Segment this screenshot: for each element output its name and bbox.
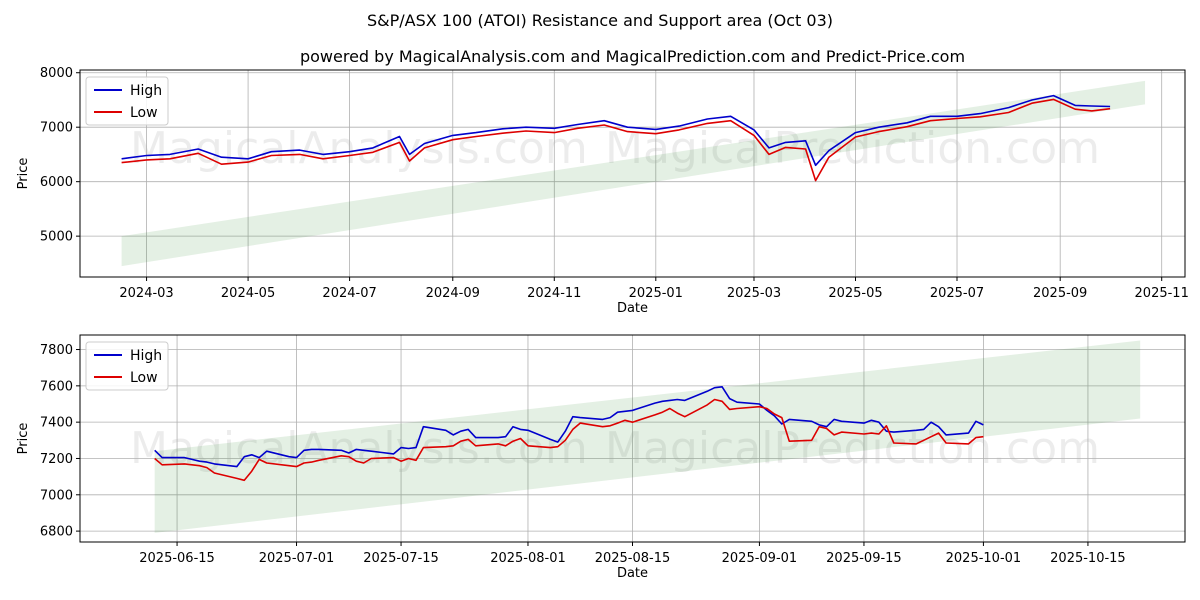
chart-panel-1: powered by MagicalAnalysis.com and Magic…	[16, 47, 1189, 316]
watermark-2: MagicalPrediction.com	[605, 423, 1100, 474]
y-axis-label: Price	[16, 158, 31, 190]
x-axis-label: Date	[617, 566, 648, 581]
series-line-high	[154, 385, 984, 468]
legend-label-high: High	[130, 348, 162, 364]
y-tick-label: 6000	[40, 175, 73, 190]
y-tick-label: 7000	[40, 488, 73, 503]
x-tick-label: 2025-11	[1135, 286, 1189, 301]
x-tick-label: 2025-07-15	[363, 551, 439, 566]
x-tick-label: 2025-08-15	[595, 551, 671, 566]
x-tick-label: 2024-03	[119, 286, 173, 301]
y-tick-label: 7800	[40, 343, 73, 358]
y-tick-label: 7600	[40, 379, 73, 394]
watermark-1: MagicalAnalysis.com	[130, 423, 588, 474]
x-tick-label: 2024-05	[221, 286, 275, 301]
x-axis-label: Date	[617, 301, 648, 316]
chart-title: S&P/ASX 100 (ATOI) Resistance and Suppor…	[367, 11, 833, 30]
x-tick-label: 2025-07-01	[259, 551, 335, 566]
x-tick-label: 2025-07	[930, 286, 984, 301]
x-tick-label: 2024-09	[426, 286, 480, 301]
x-tick-label: 2025-03	[727, 286, 781, 301]
x-tick-label: 2025-10-15	[1050, 551, 1126, 566]
chart-subtitle: powered by MagicalAnalysis.com and Magic…	[300, 47, 965, 66]
watermark-2: MagicalPrediction.com	[605, 123, 1100, 174]
series-line-low	[154, 398, 984, 482]
legend-label-low: Low	[130, 105, 158, 121]
chart-panel-2: MagicalAnalysis.com MagicalPrediction.com…	[16, 334, 1186, 581]
plot-frame	[79, 69, 1186, 278]
x-tick-label: 2025-06-15	[139, 551, 215, 566]
y-tick-label: 5000	[40, 230, 73, 245]
support-resistance-band	[154, 340, 1141, 533]
x-tick-label: 2025-09-01	[722, 551, 798, 566]
x-tick-label: 2025-08-01	[490, 551, 566, 566]
y-tick-label: 6800	[40, 525, 73, 540]
support-resistance-band	[121, 80, 1146, 267]
x-tick-label: 2025-09	[1033, 286, 1087, 301]
x-tick-label: 2024-07	[322, 286, 376, 301]
y-tick-label: 8000	[40, 66, 73, 81]
y-tick-label: 7200	[40, 452, 73, 467]
x-tick-label: 2025-09-15	[826, 551, 902, 566]
y-axis-label: Price	[16, 423, 31, 455]
series-line-low	[121, 98, 1111, 182]
x-tick-label: 2025-05	[828, 286, 882, 301]
watermark-1: MagicalAnalysis.com	[130, 123, 588, 174]
x-tick-label: 2024-11	[527, 286, 581, 301]
x-tick-label: 2025-01	[629, 286, 683, 301]
series-line-high	[121, 94, 1111, 167]
y-tick-label: 7000	[40, 121, 73, 136]
legend-label-low: Low	[130, 370, 158, 386]
y-tick-label: 7400	[40, 416, 73, 431]
x-tick-label: 2025-10-01	[946, 551, 1022, 566]
legend-label-high: High	[130, 83, 162, 99]
